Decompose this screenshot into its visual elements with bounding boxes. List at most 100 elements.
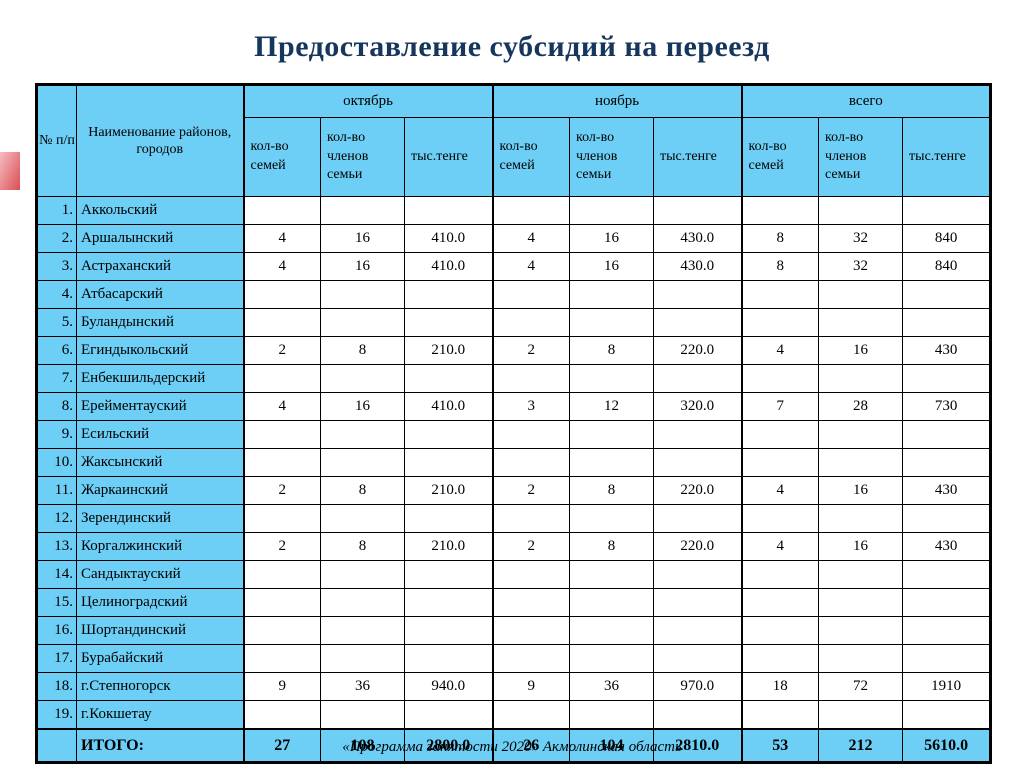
table-row: 6. Егиндыкольский 2 8 210.0 2 8 220.0 4 16 430 (36, 336, 992, 365)
value-cell (569, 700, 655, 730)
value-cell: 410.0 (403, 392, 494, 421)
value-cell (818, 280, 904, 309)
value-cell (403, 196, 494, 225)
row-number-cell: 12. (36, 504, 77, 533)
value-cell (740, 196, 820, 225)
value-cell: 16 (569, 252, 655, 281)
row-number-cell: 16. (36, 616, 77, 645)
row-number-cell: 8. (36, 392, 77, 421)
value-cell: 32 (818, 224, 904, 253)
value-cell: 9 (242, 672, 321, 701)
table-body: 1. Аккольский 2. Аршалынский 4 16 410.0 4 16 430.… (36, 196, 992, 763)
value-cell (569, 364, 655, 393)
value-cell (902, 560, 992, 589)
value-cell (740, 504, 820, 533)
district-name-cell: Аккольский (76, 196, 244, 225)
value-cell: 16 (320, 252, 405, 281)
value-cell (491, 448, 571, 477)
district-name-cell: Астраханский (76, 252, 244, 281)
district-name-cell: Сандыктауский (76, 560, 244, 589)
value-cell: 16 (818, 532, 904, 561)
value-cell (242, 560, 321, 589)
subheader-members: кол-во членов семьи (818, 117, 904, 197)
value-cell: 3 (491, 392, 571, 421)
total-value-cell: 212 (818, 728, 904, 763)
value-cell (569, 588, 655, 617)
district-name-cell: Целиноградский (76, 588, 244, 617)
red-accent-shape (0, 152, 20, 190)
subheader-members: кол-во членов семьи (569, 117, 655, 197)
value-cell: 2 (242, 532, 321, 561)
value-cell (491, 700, 571, 730)
value-cell: 430 (902, 336, 992, 365)
value-cell: 8 (320, 476, 405, 505)
value-cell: 16 (818, 336, 904, 365)
value-cell: 8 (569, 336, 655, 365)
value-cell: 4 (491, 224, 571, 253)
table-row: 3. Астраханский 4 16 410.0 4 16 430.0 8 32 840 (36, 252, 992, 281)
value-cell (403, 616, 494, 645)
district-name-cell: Аршалынский (76, 224, 244, 253)
value-cell: 4 (242, 252, 321, 281)
value-cell: 32 (818, 252, 904, 281)
value-cell (902, 448, 992, 477)
table-row: 19. г.Кокшетау (36, 700, 992, 730)
value-cell (242, 504, 321, 533)
value-cell (320, 308, 405, 337)
value-cell: 4 (740, 476, 820, 505)
district-name-cell: Шортандинский (76, 616, 244, 645)
value-cell (569, 196, 655, 225)
value-cell (403, 504, 494, 533)
value-cell (242, 364, 321, 393)
value-cell (320, 616, 405, 645)
value-cell (242, 308, 321, 337)
value-cell: 220.0 (653, 532, 743, 561)
value-cell: 4 (242, 392, 321, 421)
col-header-num: № п/п (36, 84, 77, 197)
col-group-total: всего (740, 84, 992, 118)
col-header-name: Наименование районов, городов (76, 84, 244, 197)
value-cell: 2 (242, 336, 321, 365)
value-cell (569, 308, 655, 337)
row-number-cell: 1. (36, 196, 77, 225)
value-cell (740, 420, 820, 449)
value-cell (403, 420, 494, 449)
value-cell: 9 (491, 672, 571, 701)
table-row: 4. Атбасарский (36, 280, 992, 309)
value-cell (818, 420, 904, 449)
row-number-cell: 15. (36, 588, 77, 617)
subheader-members: кол-во членов семьи (320, 117, 405, 197)
value-cell: 430 (902, 532, 992, 561)
value-cell: 8 (569, 532, 655, 561)
value-cell (403, 280, 494, 309)
value-cell (653, 560, 743, 589)
total-number-cell (36, 728, 77, 763)
value-cell (902, 588, 992, 617)
district-name-cell: Бурабайский (76, 644, 244, 673)
value-cell (242, 616, 321, 645)
value-cell (242, 700, 321, 730)
value-cell (902, 504, 992, 533)
total-value-cell: 2810.0 (653, 728, 743, 763)
value-cell (491, 308, 571, 337)
row-number-cell: 13. (36, 532, 77, 561)
district-name-cell: Ерейментауский (76, 392, 244, 421)
total-value-cell: 53 (740, 728, 820, 763)
table-row: 12. Зерендинский (36, 504, 992, 533)
value-cell: 16 (569, 224, 655, 253)
subheader-tenge: тыс.тенге (653, 117, 743, 197)
value-cell (818, 700, 904, 730)
value-cell: 72 (818, 672, 904, 701)
total-value-cell: 27 (242, 728, 321, 763)
value-cell (569, 644, 655, 673)
table-row: 2. Аршалынский 4 16 410.0 4 16 430.0 8 32 840 (36, 224, 992, 253)
value-cell (320, 364, 405, 393)
value-cell (902, 196, 992, 225)
value-cell (902, 700, 992, 730)
district-name-cell: Коргалжинский (76, 532, 244, 561)
table-row: 14. Сандыктауский (36, 560, 992, 589)
value-cell: 430.0 (653, 252, 743, 281)
value-cell (653, 448, 743, 477)
row-number-cell: 7. (36, 364, 77, 393)
value-cell (320, 588, 405, 617)
